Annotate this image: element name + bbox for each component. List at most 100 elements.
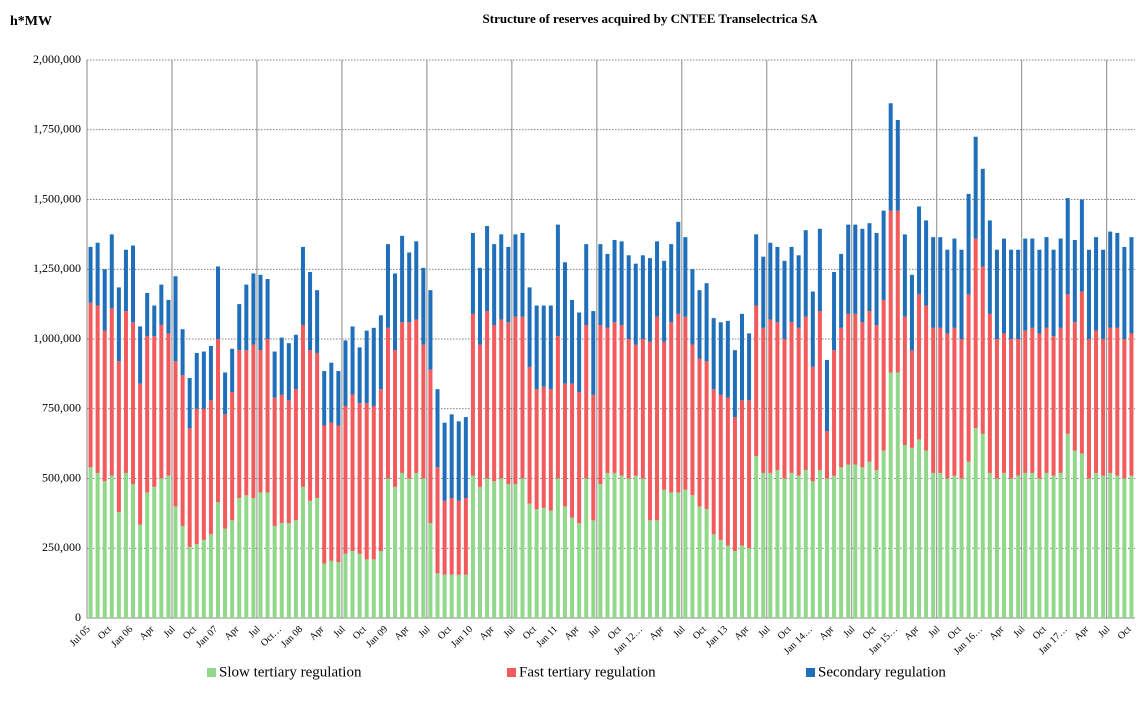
bar-segment	[279, 337, 284, 395]
legend-swatch	[207, 668, 216, 677]
y-tick-label: 250,000	[42, 540, 81, 554]
bar-segment	[1058, 327, 1063, 473]
bar-segment	[138, 383, 143, 525]
bar-segment	[1044, 472, 1049, 618]
bar-segment	[230, 392, 235, 521]
bar-segment	[95, 242, 100, 306]
bar-segment	[562, 506, 567, 618]
bar-segment	[152, 305, 157, 337]
bar-segment	[463, 417, 468, 499]
x-tick-label: Apr	[223, 624, 242, 643]
bar-segment	[909, 274, 914, 351]
x-tick-label: Apr	[563, 624, 582, 643]
bar-segment	[803, 230, 808, 317]
bar-segment	[966, 294, 971, 462]
bar-segment	[647, 258, 652, 342]
bar-segment	[407, 478, 412, 618]
bar-segment	[633, 475, 638, 618]
bar-segment	[166, 299, 171, 334]
bar-segment	[159, 325, 164, 479]
bar-segment	[173, 276, 178, 362]
bar-segment	[1101, 339, 1106, 476]
bar-segment	[655, 520, 660, 618]
bar-segment	[1094, 237, 1099, 331]
bar-segment	[775, 470, 780, 618]
bar-segment	[732, 417, 737, 552]
bar-segment	[456, 500, 461, 575]
bar-segment	[343, 405, 348, 554]
bar-segment	[1079, 199, 1084, 292]
bar-segment	[555, 478, 560, 618]
bar-segment	[959, 249, 964, 339]
bar-segment	[251, 344, 256, 499]
bar-segment	[1122, 478, 1127, 618]
bar-segment	[343, 340, 348, 406]
bar-segment	[237, 304, 242, 351]
x-tick-label: Jul	[672, 624, 688, 640]
bar-segment	[485, 311, 490, 479]
bar-segment	[1023, 330, 1028, 473]
bar-segment	[789, 246, 794, 323]
bar-segment	[350, 326, 355, 395]
bar-segment	[378, 315, 383, 390]
bar-segment	[371, 405, 376, 560]
bar-segment	[279, 523, 284, 618]
bar-segment	[952, 238, 957, 328]
bar-segment	[796, 327, 801, 476]
bar-segment	[704, 283, 709, 362]
bar-segment	[690, 495, 695, 618]
bar-segment	[456, 421, 461, 501]
x-tick-label: Apr	[817, 624, 836, 643]
bar-segment	[669, 492, 674, 618]
bar-segment	[1023, 472, 1028, 618]
bar-segment	[945, 333, 950, 479]
bar-segment	[1058, 472, 1063, 618]
bar-segment	[315, 352, 320, 499]
bar-segment	[364, 559, 369, 618]
bar-segment	[562, 383, 567, 507]
bar-segment	[520, 232, 525, 317]
bar-segment	[1030, 327, 1035, 473]
bar-segment	[265, 279, 270, 339]
bar-segment	[917, 206, 922, 295]
bar-segment	[740, 545, 744, 618]
bar-segment	[159, 478, 164, 618]
bar-segment	[1030, 472, 1035, 618]
x-tick-label: Jul	[247, 624, 263, 640]
bar-segment	[732, 551, 737, 618]
bar-segment	[350, 551, 355, 618]
x-tick-label: Jan 07	[194, 624, 220, 650]
bar-segment	[506, 246, 511, 323]
bar-segment	[463, 574, 468, 618]
bar-segment	[201, 539, 206, 618]
x-tick-label: Jan 11	[534, 624, 560, 650]
bar-segment	[895, 119, 900, 211]
bar-segment	[768, 319, 773, 473]
bar-segment	[945, 249, 950, 334]
x-tick-label: Apr	[733, 624, 752, 643]
bar-segment	[534, 389, 539, 510]
bar-segment	[676, 313, 681, 493]
bar-segment	[874, 325, 879, 471]
bar-segment	[959, 478, 964, 618]
bar-segment	[152, 336, 157, 487]
bar-segment	[109, 308, 114, 476]
bar-segment	[917, 294, 922, 440]
bar-segment	[138, 524, 143, 618]
bar-segment	[109, 475, 114, 618]
bar-segment	[223, 414, 228, 529]
bar-segment	[640, 255, 645, 339]
bar-segment	[463, 498, 468, 575]
bar-segment	[1129, 333, 1134, 476]
bar-segment	[478, 486, 482, 618]
bar-segment	[400, 472, 405, 618]
bar-segment	[832, 475, 837, 618]
bar-segment	[123, 249, 128, 312]
bar-segment	[952, 327, 957, 476]
bar-segment	[619, 325, 624, 476]
bar-segment	[1072, 450, 1077, 618]
bar-segment	[662, 341, 667, 490]
bar-segment	[718, 322, 723, 395]
bar-segment	[874, 232, 879, 326]
